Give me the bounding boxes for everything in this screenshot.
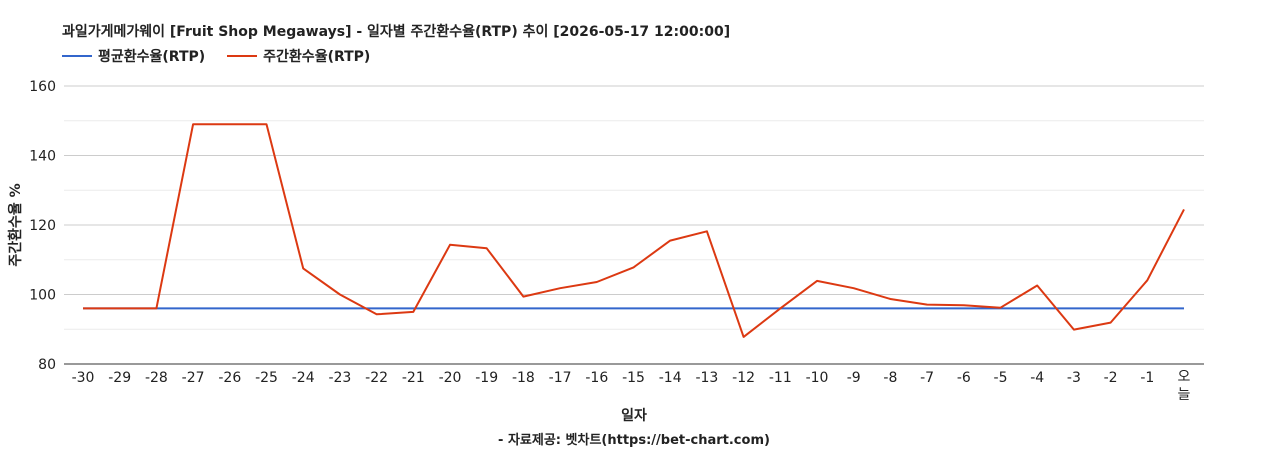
x-tick-label: -25	[255, 370, 278, 386]
legend: 평균환수율(RTP) 주간환수율(RTP)	[62, 46, 392, 66]
x-tick-label: -22	[365, 370, 388, 386]
x-tick-label: -10	[806, 370, 829, 386]
x-tick-label: -24	[292, 370, 315, 386]
legend-swatch-average	[62, 55, 92, 57]
x-tick-label: -28	[145, 370, 168, 386]
legend-item-average[interactable]: 평균환수율(RTP)	[62, 46, 205, 66]
x-tick-label: -19	[475, 370, 498, 386]
x-tick-label: 오	[1178, 369, 1191, 385]
x-tick-label: -3	[1067, 370, 1081, 386]
x-tick-label: 늘	[1178, 387, 1191, 403]
x-tick-label: -2	[1104, 370, 1118, 386]
x-tick-label: -11	[769, 370, 792, 386]
y-tick-label: 140	[29, 149, 56, 165]
legend-item-weekly[interactable]: 주간환수율(RTP)	[227, 46, 370, 66]
x-tick-label: -14	[659, 370, 682, 386]
x-tick-label: -7	[920, 370, 934, 386]
x-tick-label: -17	[549, 370, 572, 386]
x-axis-title: 일자	[621, 408, 647, 424]
x-tick-label: -27	[182, 370, 205, 386]
y-axis-title: 주간환수율 %	[7, 183, 24, 266]
legend-swatch-weekly	[227, 55, 258, 57]
x-tick-label: -6	[957, 370, 971, 386]
x-tick-label: -16	[585, 370, 608, 386]
y-tick-label: 80	[38, 357, 56, 373]
legend-label-weekly: 주간환수율(RTP)	[263, 49, 371, 65]
x-tick-label: -5	[994, 370, 1008, 386]
x-tick-label: -13	[695, 370, 718, 386]
x-tick-label: -15	[622, 370, 645, 386]
x-tick-label: -12	[732, 370, 755, 386]
y-tick-label: 160	[29, 79, 56, 95]
x-tick-label: -4	[1030, 370, 1044, 386]
x-tick-label: -9	[847, 370, 861, 386]
x-tick-label: -20	[439, 370, 462, 386]
x-tick-label: -18	[512, 370, 535, 386]
x-tick-label: -26	[218, 370, 241, 386]
x-tick-label: -29	[108, 370, 131, 386]
y-tick-label: 100	[29, 288, 56, 304]
y-tick-label: 120	[29, 218, 56, 234]
x-tick-label: -21	[402, 370, 425, 386]
x-tick-label: -8	[883, 370, 897, 386]
legend-label-average: 평균환수율(RTP)	[98, 49, 206, 65]
x-tick-label: -30	[72, 370, 95, 386]
x-tick-label: -23	[328, 370, 351, 386]
source-footer: - 자료제공: 벳차트(https://bet-chart.com)	[498, 433, 770, 448]
series-line-weekly	[83, 123, 1185, 338]
x-tick-label: -1	[1140, 370, 1154, 386]
chart-title: 과일가게메가웨이 [Fruit Shop Megaways] - 일자별 주간환…	[62, 24, 731, 40]
